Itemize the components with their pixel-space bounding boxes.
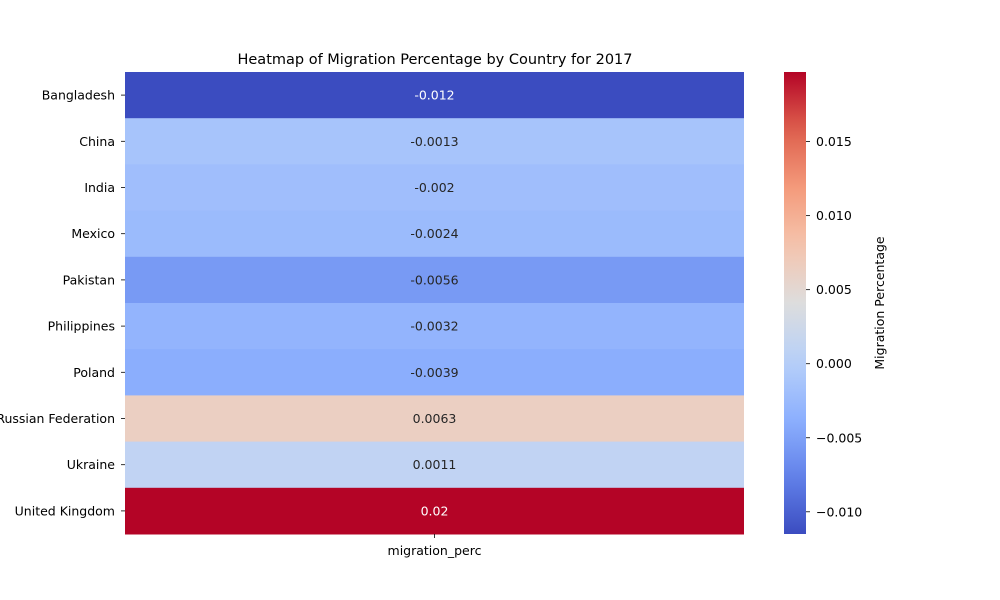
y-tick-label: Philippines — [48, 319, 115, 334]
x-axis: migration_perc — [388, 534, 482, 558]
heatmap-cell — [125, 164, 744, 212]
colorbar-tick-label: 0.005 — [816, 282, 852, 297]
colorbar-tick-label: −0.010 — [816, 504, 862, 519]
heatmap-cell — [125, 395, 744, 443]
heatmap-cells: -0.012 -0.0013 -0.002 -0.0024 -0.0056 -0.0032… — [125, 72, 744, 535]
y-tick-label: Russian Federation — [0, 411, 115, 426]
colorbar-tick-label: 0.015 — [816, 134, 852, 149]
colorbar-tick-label: 0.000 — [816, 356, 852, 371]
y-tick-label: India — [84, 180, 115, 195]
cell-value-label: 0.02 — [421, 503, 449, 518]
heatmap-cell — [125, 441, 744, 489]
colorbar-axis: −0.010 −0.005 0.000 0.005 0.010 0.015 — [806, 134, 862, 519]
heatmap-cell — [125, 210, 744, 258]
cell-value-label: 0.0011 — [413, 457, 457, 472]
colorbar — [784, 72, 806, 534]
y-tick-label: Mexico — [71, 226, 115, 241]
cell-value-label: 0.0063 — [413, 411, 457, 426]
heatmap-cell — [125, 303, 744, 350]
cell-value-label: -0.012 — [414, 88, 454, 103]
heatmap-cell — [125, 118, 744, 165]
y-tick-label: China — [79, 134, 115, 149]
heatmap-cell — [125, 487, 744, 535]
heatmap-cell — [125, 349, 744, 396]
y-axis: Bangladesh China India Mexico Pakistan Philip… — [0, 88, 125, 518]
y-tick-label: Poland — [73, 365, 115, 380]
cell-value-label: -0.0024 — [410, 226, 458, 241]
y-tick-label: Bangladesh — [42, 88, 115, 103]
chart-title: Heatmap of Migration Percentage by Count… — [237, 52, 632, 68]
cell-value-label: -0.0032 — [410, 319, 458, 334]
cell-value-label: -0.0056 — [410, 272, 458, 287]
y-tick-label: Pakistan — [63, 272, 115, 287]
x-tick-label: migration_perc — [388, 543, 482, 558]
colorbar-tick-label: −0.005 — [816, 430, 862, 445]
cell-value-label: -0.0013 — [410, 134, 458, 149]
colorbar-tick-label: 0.010 — [816, 208, 852, 223]
colorbar-label: Migration Percentage — [872, 236, 887, 370]
heatmap-cell — [125, 256, 744, 304]
heatmap-cell — [125, 72, 744, 119]
y-tick-label: Ukraine — [67, 457, 116, 472]
cell-value-label: -0.0039 — [410, 365, 458, 380]
y-tick-label: United Kingdom — [15, 503, 115, 518]
cell-value-label: -0.002 — [414, 180, 454, 195]
